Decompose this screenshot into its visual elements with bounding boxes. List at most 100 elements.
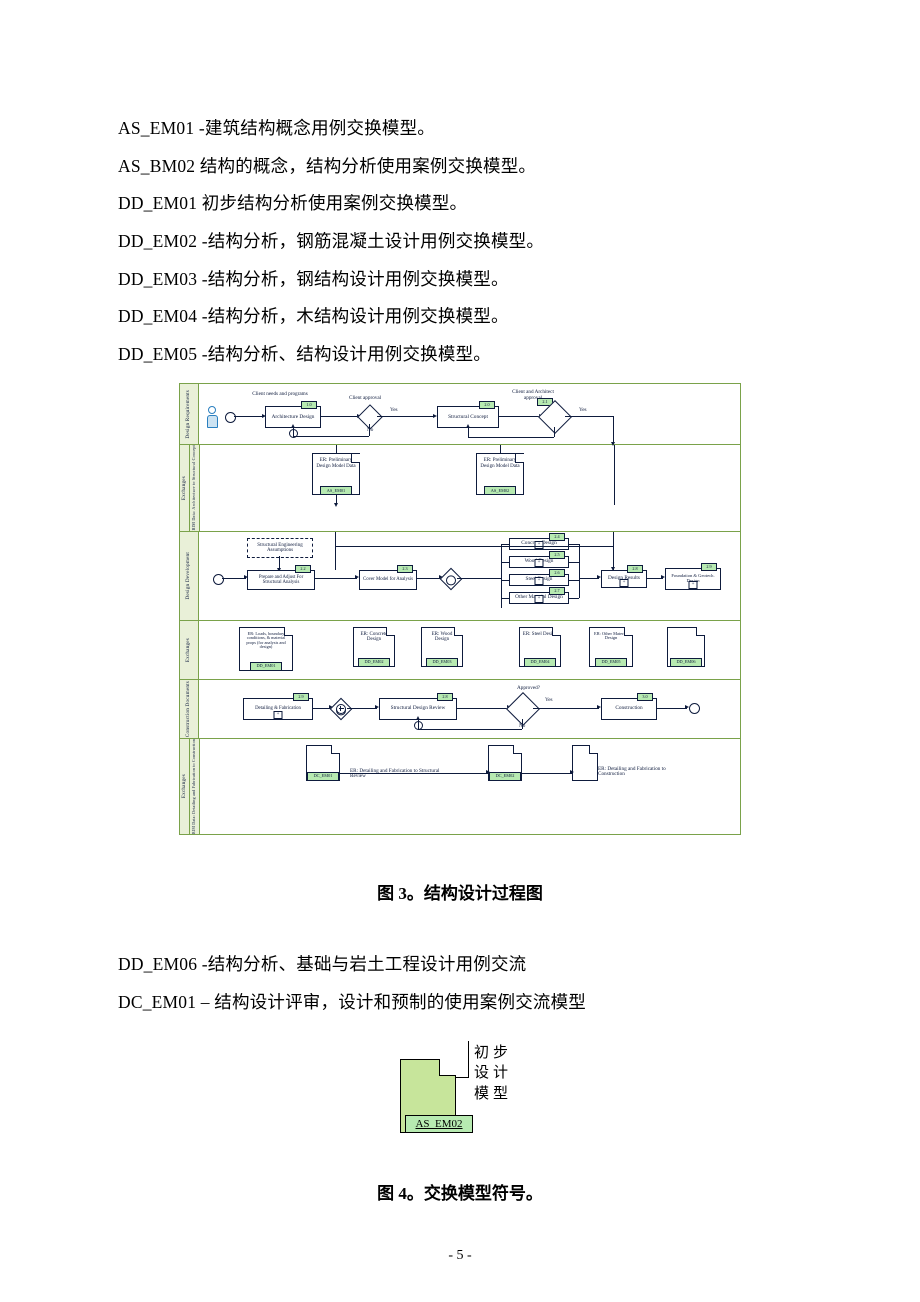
box-text: Cover Model for Analysis	[363, 577, 413, 582]
lane-design-development: Design Development Structural Engineerin…	[180, 532, 740, 621]
lane-design-requirements: Design Requirements Client needs and pro…	[180, 384, 740, 445]
lane-label-text: Construction Documents	[186, 681, 191, 737]
doc-tag: DD_EM05	[595, 658, 627, 667]
exchange-model-list-1: AS_EM01 -建筑结构概念用例交换模型。 AS_BM02 结构的概念，结构分…	[118, 110, 802, 373]
doc-tag: AS_EM02	[484, 486, 516, 495]
figure-3-process-diagram: Design Requirements Client needs and pro…	[179, 383, 741, 835]
list1-item: AS_BM02 结构的概念，结构分析使用案例交换模型。	[118, 148, 802, 186]
lane-label: Exchanges	[180, 739, 190, 834]
lane-label: Design Requirements	[180, 384, 199, 444]
lane-label-text: BIM Data: Detailing and Fabrication to C…	[192, 739, 196, 834]
doc-dd-em03: ER: Wood Design DD_EM03	[421, 627, 463, 667]
lane-label-text: Exchanges	[182, 774, 187, 798]
num-tab: 1.0	[301, 401, 317, 409]
doc-dd-em02: ER: Concrete DesignDD_EM02	[353, 627, 395, 667]
box-text: Structural Design Review	[391, 706, 446, 712]
label-approved: Approved?	[517, 686, 540, 691]
start-event-icon	[225, 412, 236, 423]
box-text: Prepare and Adjust For Structural Analys…	[250, 575, 312, 585]
num-tab: 2.2	[295, 565, 311, 573]
num-tab: 2.7	[549, 587, 565, 595]
num-tab: 2.4	[549, 533, 565, 541]
doc-tag: DD_EM04	[524, 658, 556, 667]
lane-label-text: Exchanges	[186, 638, 191, 662]
list1-item: DD_EM04 -结构分析，木结构设计用例交换模型。	[118, 298, 802, 336]
list1-item: DD_EM05 -结构分析、结构设计用例交换模型。	[118, 336, 802, 374]
box-detailing: Detailing & Fabrication2.9+	[243, 698, 313, 720]
label-yes: Yes	[579, 408, 587, 413]
doc-as-em02: ER: Preliminary Design Model Data AS_EM0…	[476, 453, 524, 495]
doc-text: ER: Wood Design	[424, 632, 460, 643]
box-other: Other Material Design2.7+	[509, 592, 569, 604]
page-number: - 5 -	[0, 1248, 920, 1264]
box-results: Design Results2.8+	[601, 570, 647, 588]
doc-dd-em04: ER: Steel Design DD_EM04	[519, 627, 561, 667]
num-tab: 2.9	[293, 693, 309, 701]
inner-circle-icon	[336, 704, 346, 714]
doc-tag: AS_EM01	[320, 486, 352, 495]
doc-text: ER: Loads, boundary conditions, & materi…	[242, 632, 290, 650]
num-tab: 2.8	[437, 693, 453, 701]
doc-tag: DD_EM06	[670, 658, 702, 667]
lane-label: Exchanges	[180, 445, 190, 530]
box-text: Structural Concept	[448, 415, 488, 421]
doc-text: ER: Concrete Design	[356, 632, 392, 643]
label-no: No	[367, 428, 373, 433]
list1-item: DD_EM01 初步结构分析使用案例交换模型。	[118, 185, 802, 223]
box-text: Structural Engineering Assumptions	[248, 543, 312, 554]
doc-as-em01: ER: Preliminary Design Model Data AS_EM0…	[312, 453, 360, 495]
box-concrete: Concrete Design2.4+	[509, 538, 569, 550]
lane-label: BIM Data: Detailing and Fabrication to C…	[190, 739, 200, 834]
label-yes: Yes	[545, 698, 553, 703]
gateway-icon	[506, 692, 540, 726]
box-cover-model: Cover Model for Analysis 2.3	[359, 570, 417, 590]
figure-4-symbol: 初步设计 模型 AS_EM02	[390, 1041, 530, 1161]
gateway-icon	[357, 405, 382, 430]
lane-exchanges-1: Exchanges BIM Data: Architecture to Stru…	[180, 445, 740, 531]
parallel-gateway-icon	[440, 567, 463, 590]
lane-label-text: BIM Data: Architecture to Structural Con…	[192, 445, 196, 530]
end-event-icon	[689, 703, 700, 714]
num-tab: 2.0	[479, 401, 495, 409]
label-yes: Yes	[390, 408, 398, 413]
num-tab: 2.9	[701, 563, 717, 571]
exchange-model-list-2: DD_EM06 -结构分析、基础与岩土工程设计用例交流 DC_EM01 – 结构…	[118, 946, 802, 1021]
actor-icon	[207, 406, 217, 426]
figure-3-caption: 图 3。结构设计过程图	[118, 879, 802, 904]
box-text: Construction	[615, 706, 642, 712]
fig4-label: 初步设计 模型	[474, 1043, 530, 1104]
doc-text: ER: Steel Design	[523, 632, 557, 637]
label-client-needs: Client needs and programs	[251, 392, 309, 397]
box-wood: Wood Design2.5+	[509, 556, 569, 568]
doc-tag: DD_EM01	[250, 662, 282, 671]
lane-label: Exchanges	[180, 621, 199, 679]
start-event-icon	[213, 574, 224, 585]
connector-line	[468, 1041, 469, 1077]
list1-item: AS_EM01 -建筑结构概念用例交换模型。	[118, 110, 802, 148]
doc-dc-em02: DC_EM02	[488, 745, 522, 781]
er-label: ER: Detailing and Fabrication to Constru…	[598, 767, 678, 778]
lane-label-text: Exchanges	[182, 476, 187, 500]
lane-label: BIM Data: Architecture to Structural Con…	[190, 445, 200, 530]
list2-item: DD_EM06 -结构分析、基础与岩土工程设计用例交流	[118, 946, 802, 984]
doc-tag: DC_EM02	[489, 772, 521, 781]
doc-tag: DD_EM03	[426, 658, 458, 667]
figure-4-caption: 图 4。交换模型符号。	[118, 1179, 802, 1204]
doc-icon	[572, 745, 598, 781]
doc-text: ER: Preliminary Design Model Data	[315, 458, 357, 469]
document-symbol-icon: AS_EM02	[400, 1059, 456, 1133]
er-label-text: ER: Detailing and Fabrication to Constru…	[598, 766, 666, 777]
box-assumptions: Structural Engineering Assumptions	[247, 538, 313, 558]
lane-exchanges-3: Exchanges BIM Data: Detailing and Fabric…	[180, 739, 740, 834]
doc-tag: DC_EM01	[307, 772, 339, 781]
lane-label-text: Design Requirements	[186, 390, 191, 439]
connector-line	[454, 1077, 469, 1078]
list2-item: DC_EM01 – 结构设计评审，设计和预制的使用案例交流模型	[118, 984, 802, 1022]
box-construction: Construction3.0	[601, 698, 657, 720]
lane-construction-documents: Construction Documents Detailing & Fabri…	[180, 680, 740, 739]
num-tab: 2.6	[549, 569, 565, 577]
lane-exchanges-2: Exchanges ER: Loads, boundary conditions…	[180, 621, 740, 680]
lane-label: Construction Documents	[180, 680, 199, 738]
num-tab: 3.0	[637, 693, 653, 701]
list1-item: DD_EM02 -结构分析，钢筋混凝土设计用例交换模型。	[118, 223, 802, 261]
